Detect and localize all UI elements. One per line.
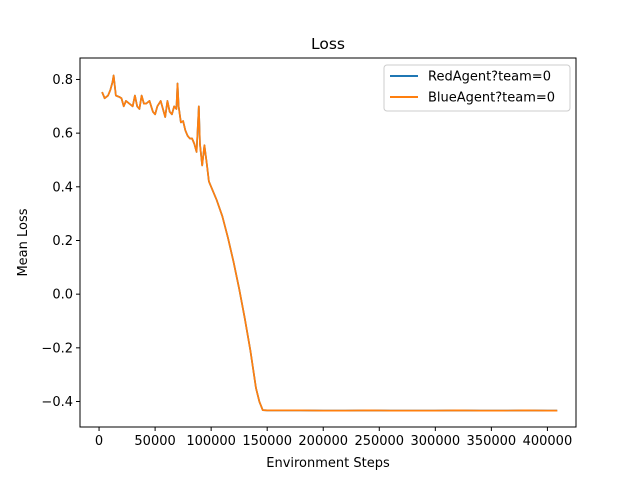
x-tick-label: 250000 (354, 434, 404, 449)
y-axis-label: Mean Loss (16, 208, 31, 276)
x-tick-label: 300000 (411, 434, 461, 449)
plot-area-frame (79, 57, 577, 428)
x-axis-ticks: 0 50000 100000 150000 200000 250000 300000 3500… (95, 427, 572, 449)
series-line-1 (101, 74, 558, 412)
x-tick-label: 50000 (134, 434, 175, 449)
chart-title: Loss (311, 35, 345, 53)
x-tick-label: 150000 (242, 434, 292, 449)
y-tick-label: −0.4 (41, 395, 73, 410)
y-tick-label: 0.6 (52, 127, 73, 142)
y-tick-label: 0.2 (52, 234, 73, 249)
x-tick-label: 350000 (467, 434, 517, 449)
legend: RedAgent?team=0 BlueAgent?team=0 (383, 64, 571, 112)
legend-label-blue-agent: BlueAgent?team=0 (428, 91, 555, 106)
y-tick-label: 0.4 (52, 180, 73, 195)
legend-label-red-agent: RedAgent?team=0 (428, 70, 551, 85)
y-tick-label: 0.0 (52, 288, 73, 303)
legend-box (383, 64, 571, 112)
x-axis-label: Environment Steps (266, 456, 390, 471)
x-tick-label: 400000 (523, 434, 573, 449)
x-tick-label: 0 (95, 434, 103, 449)
x-tick-label: 100000 (186, 434, 236, 449)
series-layer (101, 74, 558, 412)
y-axis-ticks: −0.4 −0.2 0.0 0.2 0.4 0.6 0.8 (41, 73, 80, 410)
x-tick-label: 200000 (298, 434, 348, 449)
y-tick-label: 0.8 (52, 73, 73, 88)
y-tick-label: −0.2 (41, 341, 73, 356)
